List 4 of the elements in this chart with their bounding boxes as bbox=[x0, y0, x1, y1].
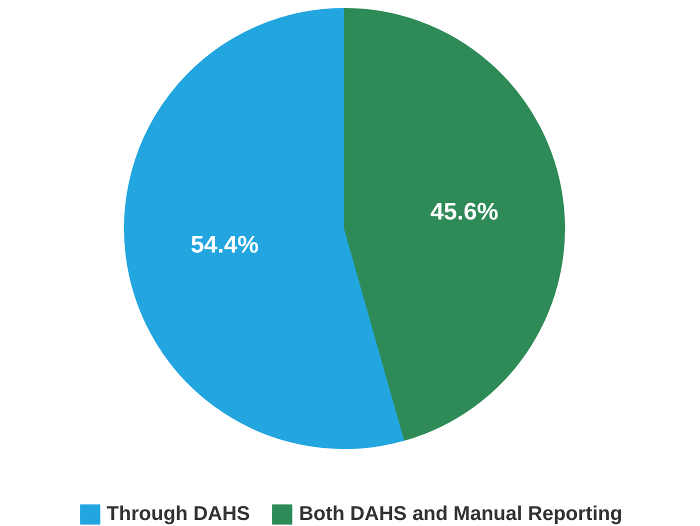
legend-label: Both DAHS and Manual Reporting bbox=[298, 502, 622, 526]
legend-label: Through DAHS bbox=[106, 502, 250, 526]
data-label: 45.6% bbox=[430, 198, 498, 226]
data-label: 54.4% bbox=[190, 232, 259, 259]
